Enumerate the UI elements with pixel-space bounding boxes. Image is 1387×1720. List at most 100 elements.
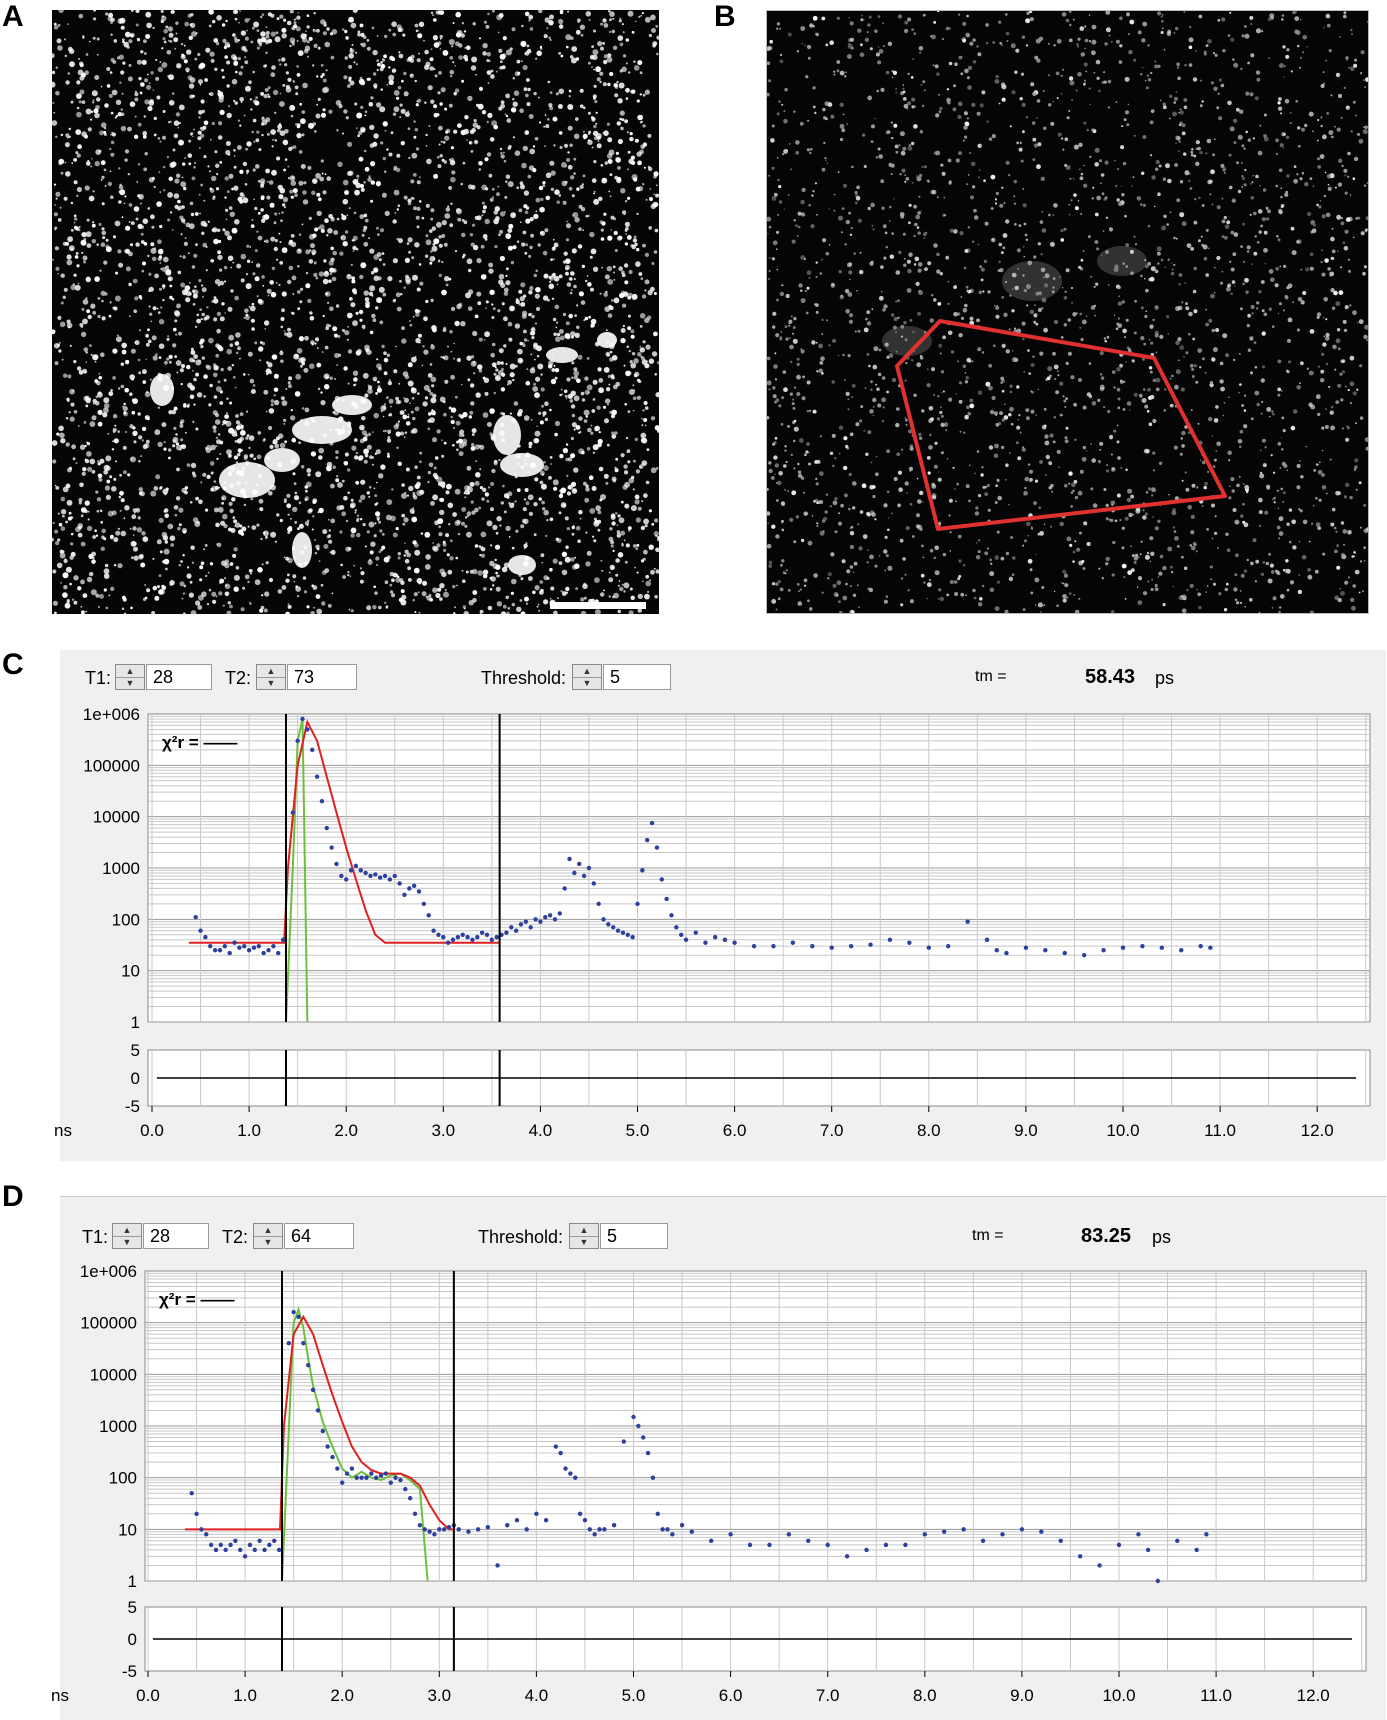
decay-point xyxy=(534,1512,538,1516)
decay-point xyxy=(223,944,227,948)
decay-point xyxy=(864,1548,868,1552)
y-tick-label: 1e+006 xyxy=(83,705,140,724)
decay-point xyxy=(315,775,319,779)
decay-point xyxy=(602,1527,606,1531)
decay-point xyxy=(830,946,834,950)
decay-point xyxy=(325,1444,329,1448)
decay-point xyxy=(418,1523,422,1527)
decay-point xyxy=(514,929,518,933)
decay-point xyxy=(398,1478,402,1482)
decay-point xyxy=(384,1471,388,1475)
decay-point xyxy=(329,845,333,849)
x-axis-label: ns xyxy=(54,1121,72,1140)
decay-point xyxy=(849,944,853,948)
decay-point xyxy=(1101,948,1105,952)
decay-point xyxy=(344,877,348,881)
decay-point xyxy=(752,944,756,948)
decay-point xyxy=(903,1543,907,1547)
decay-point xyxy=(650,821,654,825)
decay-point xyxy=(533,917,537,921)
y-tick-label: 100000 xyxy=(83,756,140,775)
decay-point xyxy=(1000,1532,1004,1536)
decay-point xyxy=(1121,946,1125,950)
decay-point xyxy=(457,1527,461,1531)
decay-point xyxy=(622,1439,626,1443)
decay-point xyxy=(509,925,513,929)
decay-point xyxy=(621,930,625,934)
lifetime-panel-c: T1: ▲▼ 28 T2: ▲▼ 73 Threshold: ▲▼ 5 tm =… xyxy=(60,650,1386,1161)
decay-point xyxy=(232,941,236,945)
decay-point xyxy=(1097,1563,1101,1567)
decay-point xyxy=(257,944,261,948)
decay-point xyxy=(946,944,950,948)
x-tick-label: 11.0 xyxy=(1204,1121,1236,1140)
decay-point xyxy=(480,930,484,934)
decay-point xyxy=(238,1548,242,1552)
decay-point xyxy=(199,1527,203,1531)
decay-point xyxy=(728,1532,732,1536)
x-tick-label: 5.0 xyxy=(622,1686,646,1705)
x-tick-label: 6.0 xyxy=(719,1686,743,1705)
decay-point xyxy=(674,925,678,929)
decay-point xyxy=(495,935,499,939)
decay-point xyxy=(339,874,343,878)
decay-point xyxy=(694,930,698,934)
decay-point xyxy=(277,1548,281,1552)
decay-point xyxy=(209,1543,213,1547)
y-tick-label: 1 xyxy=(131,1013,140,1032)
roi-polygon[interactable] xyxy=(767,11,1368,613)
decay-point xyxy=(1175,1539,1179,1543)
micrograph-a xyxy=(52,10,659,614)
decay-point xyxy=(543,915,547,919)
decay-point xyxy=(373,872,377,876)
decay-point xyxy=(262,1548,266,1552)
decay-point xyxy=(417,889,421,893)
decay-point xyxy=(563,1466,567,1470)
decay-point xyxy=(311,1388,315,1392)
decay-point xyxy=(402,893,406,897)
decay-point xyxy=(291,1310,295,1314)
panel-label-a: A xyxy=(2,0,24,34)
decay-point xyxy=(413,1512,417,1516)
decay-point xyxy=(630,935,634,939)
decay-point xyxy=(1117,1543,1121,1547)
decay-point xyxy=(562,886,566,890)
x-tick-label: 7.0 xyxy=(816,1686,840,1705)
decay-point xyxy=(306,1363,310,1367)
decay-point xyxy=(359,868,363,872)
decay-point xyxy=(791,941,795,945)
decay-point xyxy=(544,1518,548,1522)
decay-point xyxy=(626,933,630,937)
decay-point xyxy=(271,944,275,948)
decay-point xyxy=(242,944,246,948)
decay-point xyxy=(276,951,280,955)
decay-point xyxy=(267,1543,271,1547)
decay-point xyxy=(470,938,474,942)
decay-point xyxy=(703,941,707,945)
decay-point xyxy=(436,933,440,937)
decay-point xyxy=(266,948,270,952)
x-axis-label: ns xyxy=(51,1686,69,1705)
decay-point xyxy=(248,1543,252,1547)
decay-point xyxy=(1136,1532,1140,1536)
decay-point xyxy=(538,919,542,923)
x-tick-label: 8.0 xyxy=(917,1121,941,1140)
decay-point xyxy=(407,886,411,890)
decay-point xyxy=(942,1529,946,1533)
decay-point xyxy=(680,1523,684,1527)
decay-point xyxy=(412,884,416,888)
decay-point xyxy=(465,935,469,939)
scale-bar xyxy=(550,602,646,609)
decay-point xyxy=(568,1471,572,1475)
decay-point xyxy=(272,1539,276,1543)
micrograph-b xyxy=(766,10,1369,614)
decay-point xyxy=(596,902,600,906)
decay-point xyxy=(587,866,591,870)
residual-tick-label: 0 xyxy=(128,1630,137,1649)
decay-point xyxy=(981,1539,985,1543)
decay-point xyxy=(572,871,576,875)
decay-point xyxy=(664,897,668,901)
decay-point xyxy=(573,1475,577,1479)
